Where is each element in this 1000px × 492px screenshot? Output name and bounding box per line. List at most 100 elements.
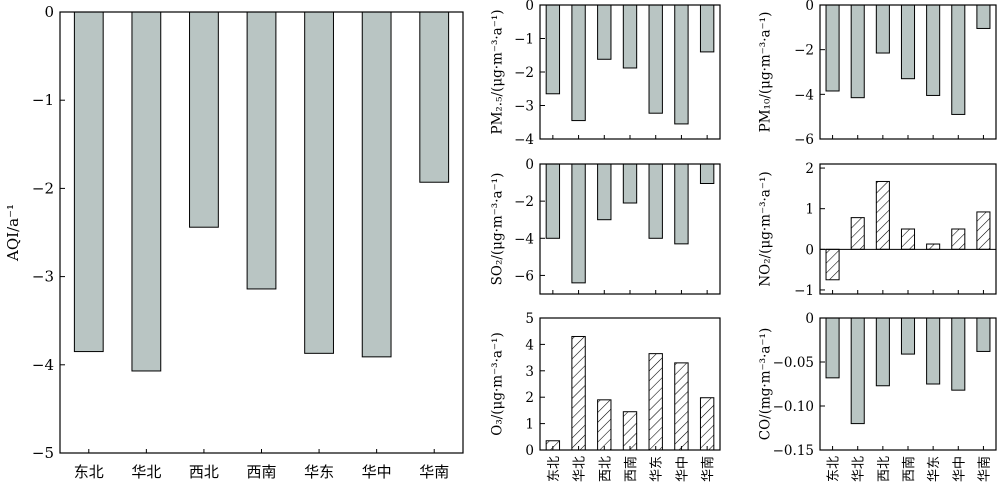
ytick-label-pm10-2: −4 [794,87,814,103]
bar-o3-6 [674,362,689,451]
panel-o3: 5 4 3 2 1 0 东北 华北 西北 西南 华东 华中 华南 O₃/(μg·m⁻³·a⁻¹) [490,311,721,482]
bar-no2-5 [926,243,941,250]
xlabel-co-0: 东北 [827,456,842,482]
panel-so2: 0 −2 −4 −6 SO₂/(μg·m⁻³·a⁻¹) [490,157,721,295]
bar-o3-2 [571,335,586,451]
ytick-label-pm10-3: −6 [794,132,814,148]
xlabel-co-3: 西南 [901,456,917,482]
ytick-label-pm10-1: −2 [794,43,814,59]
xlabel-co-2: 西北 [877,456,892,482]
bar-so2-3 [597,163,612,221]
bar-so2-6 [674,163,689,245]
bar-pm25-7 [699,4,715,53]
bar-no2-1 [825,248,840,281]
bar-pm25-5 [648,4,663,114]
panel-aqi: 0 −1 −2 −3 −4 −5 东北 华北 西北 西南 华东 华中 华南 AQI/a⁻¹ [4,3,464,481]
bar-co-1 [825,317,840,379]
bar-pm10-2 [850,4,865,99]
xlabel-co-5: 华中 [952,456,967,482]
xlabel-aqi-6: 华南 [419,463,449,481]
bar-o3-4 [622,411,638,451]
xlabel-o3-6: 华南 [700,456,716,482]
panel-pm25: 0 −1 −2 −3 −4 PM₂.₅/(μg·m⁻³·a⁻¹) [490,0,721,148]
ylabel-pm10: PM₁₀/(μg·m⁻³·a⁻¹) [758,12,774,133]
ytick-label-no2-0: 2 [805,161,814,177]
bar-no2-4 [900,228,916,250]
bar-pm25-3 [597,4,612,60]
bar-pm10-4 [900,4,916,80]
ylabel-aqi: AQI/a⁻¹ [4,204,22,262]
xlabel-o3-3: 西南 [623,456,639,482]
xlabel-co-4: 华东 [927,456,942,482]
xlabel-o3-0: 东北 [547,456,562,482]
ylabel-no2: NO₂/(μg·m⁻³·a⁻¹) [758,171,774,286]
xlabel-aqi-4: 华东 [304,463,334,481]
ytick-label-pm25-4: −4 [514,132,534,148]
ytick-label-o3-0: 5 [525,311,534,327]
bar-no2-2 [850,217,865,250]
bar-aqi-2 [131,11,162,372]
ytick-label-co-3: −0.15 [773,443,814,459]
ytick-label-aqi-0: 0 [44,3,54,21]
bar-aqi-1 [73,11,104,353]
xlabel-o3-4: 华东 [650,456,665,482]
bar-aqi-6 [361,11,392,358]
bar-pm10-6 [951,4,966,115]
ytick-label-pm25-0: 0 [525,0,534,14]
xlabel-aqi-1: 华北 [131,463,161,481]
bar-o3-7 [699,397,715,451]
bar-no2-7 [976,211,991,250]
xlabel-aqi-3: 西南 [246,463,276,481]
ytick-label-o3-5: 0 [525,443,534,459]
xlabel-co-1: 华北 [852,456,867,482]
bar-so2-5 [648,163,663,239]
ytick-label-o3-3: 2 [525,390,534,406]
bar-so2-7 [699,163,715,184]
ytick-label-aqi-3: −3 [32,268,54,286]
ytick-label-no2-1: 1 [805,202,814,218]
ytick-label-so2-0: 0 [525,157,534,173]
ytick-label-o3-4: 1 [525,417,534,433]
panel-co: 0 −0.05 −0.10 −0.15 东北 华北 西北 西南 华东 华中 华南 CO/(mg·m⁻³… [758,311,997,482]
bar-co-6 [951,317,966,391]
bar-so2-1 [545,163,561,239]
ytick-label-pm10-0: 0 [805,0,814,14]
bar-no2-3 [875,180,890,250]
ylabel-pm25: PM₂.₅/(μg·m⁻³·a⁻¹) [490,9,506,134]
ytick-label-aqi-4: −4 [32,356,54,374]
xlabel-aqi-0: 东北 [74,463,104,481]
bar-aqi-3 [189,11,219,228]
bar-co-3 [875,317,890,387]
xlabel-o3-2: 西北 [598,456,613,482]
xlabel-o3-5: 华中 [675,456,690,482]
ytick-label-so2-2: −4 [514,231,534,247]
xlabel-aqi-5: 华中 [362,463,392,481]
bar-pm25-4 [622,4,638,69]
bar-pm10-5 [926,4,941,96]
ytick-label-co-2: −0.10 [773,399,814,415]
panel-pm10: 0 −2 −4 −6 PM₁₀/(μg·m⁻³·a⁻¹) [758,0,997,148]
bar-co-4 [900,317,916,355]
bar-co-5 [926,317,941,385]
ytick-label-aqi-1: −1 [32,91,54,109]
bar-aqi-4 [246,11,277,290]
ytick-label-o3-1: 4 [525,337,534,353]
ytick-label-pm25-3: −3 [514,99,534,115]
bar-co-7 [976,317,991,352]
ylabel-so2: SO₂/(μg·m⁻³·a⁻¹) [490,173,506,286]
ylabel-co: CO/(mg·m⁻³·a⁻¹) [758,328,774,440]
bar-pm10-1 [825,4,840,92]
panel-no2: 2 1 0 −1 NO₂/(μg·m⁻³·a⁻¹) [758,161,997,299]
xlabel-co-6: 华南 [976,456,992,482]
ytick-label-aqi-2: −2 [32,179,54,197]
bar-pm10-7 [976,4,991,29]
ytick-label-so2-3: −6 [514,268,534,284]
ytick-label-o3-2: 3 [525,364,534,380]
ytick-label-co-0: 0 [805,311,814,327]
ylabel-o3: O₃/(μg·m⁻³·a⁻¹) [490,332,506,436]
ytick-label-pm25-2: −2 [514,65,534,81]
ytick-label-no2-2: 0 [805,242,814,258]
ytick-label-so2-1: −2 [514,194,534,210]
ytick-label-no2-3: −1 [794,283,814,299]
